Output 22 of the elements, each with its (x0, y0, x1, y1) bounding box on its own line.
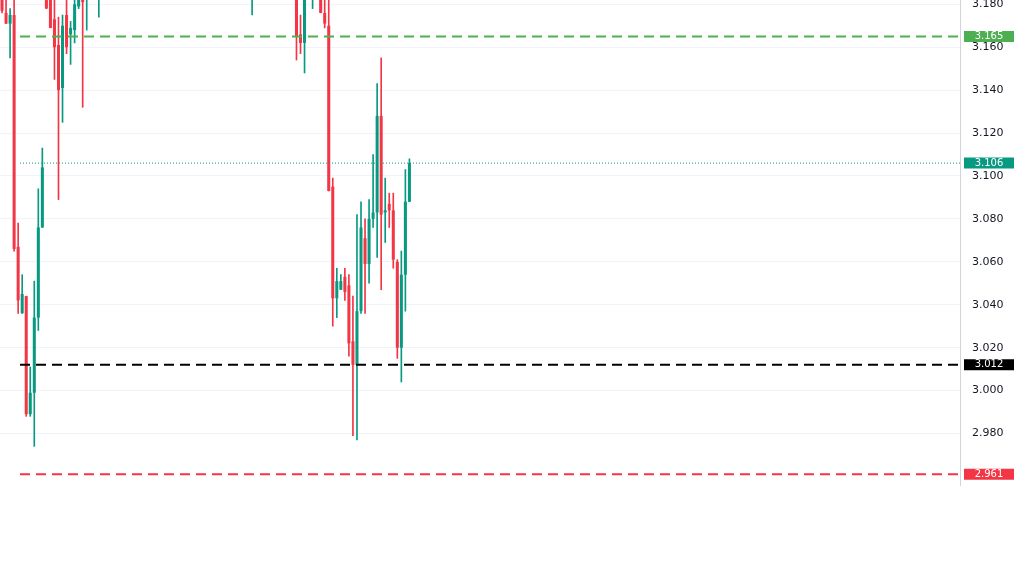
y-tick-label: 3.140 (972, 82, 1004, 96)
ref-line-label: 2.961 (974, 467, 1004, 479)
candlestick (56, 16, 60, 200)
y-tick-label: 3.020 (972, 340, 1004, 354)
y-tick-label: 3.040 (972, 297, 1004, 311)
candlestick (8, 8, 12, 59)
ref-line-label: 3.165 (974, 30, 1004, 42)
y-tick-label: 3.000 (972, 383, 1004, 397)
candlestick (355, 214, 359, 441)
candlestick (81, 0, 85, 108)
y-tick-label: 3.100 (972, 168, 1004, 182)
candlestick (251, 0, 253, 16)
y-tick-label: 3.080 (972, 211, 1004, 225)
y-tick-label: 3.120 (972, 125, 1004, 139)
y-tick-label: 3.160 (972, 40, 1004, 54)
ref-line-label: 3.106 (974, 156, 1004, 168)
candlestick (85, 0, 88, 31)
y-tick-label: 2.980 (972, 426, 1004, 440)
ref-line-label: 3.012 (974, 358, 1004, 370)
candlestick (97, 0, 100, 18)
candlestick (383, 177, 387, 243)
y-tick-label: 3.060 (972, 254, 1004, 268)
